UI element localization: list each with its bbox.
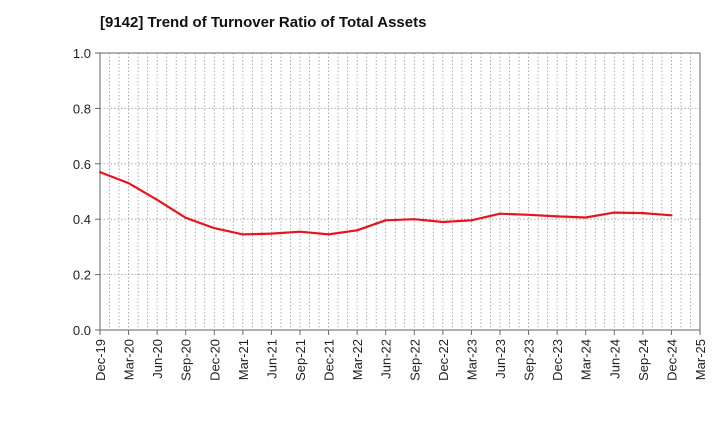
x-tick-label: Dec-19 [93, 339, 108, 381]
x-tick-label: Sep-22 [407, 339, 422, 381]
y-tick-label: 0.8 [73, 101, 91, 116]
x-tick-label: Sep-20 [179, 339, 194, 381]
x-tick-label: Jun-20 [150, 339, 165, 379]
x-tick-label: Jun-22 [379, 339, 394, 379]
x-tick-label: Mar-20 [122, 339, 137, 380]
x-tick-label: Mar-24 [579, 339, 594, 380]
x-tick-label: Jun-21 [264, 339, 279, 379]
x-tick-label: Sep-24 [636, 339, 651, 381]
x-tick-label: Mar-23 [464, 339, 479, 380]
x-tick-label: Mar-25 [693, 339, 708, 380]
x-tick-label: Dec-24 [664, 339, 679, 381]
x-tick-label: Sep-21 [293, 339, 308, 381]
y-tick-label: 1.0 [73, 46, 91, 61]
x-tick-label: Dec-20 [207, 339, 222, 381]
x-tick-label: Jun-23 [493, 339, 508, 379]
x-tick-label: Dec-23 [550, 339, 565, 381]
y-tick-label: 0.0 [73, 323, 91, 338]
x-tick-label: Mar-22 [350, 339, 365, 380]
plot-frame [99, 52, 701, 331]
x-tick-label: Dec-22 [436, 339, 451, 381]
y-tick-label: 0.4 [73, 212, 91, 227]
x-tick-label: Mar-21 [236, 339, 251, 380]
y-tick-label: 0.2 [73, 268, 91, 283]
x-tick-label: Jun-24 [607, 339, 622, 379]
x-tick-label: Sep-23 [522, 339, 537, 381]
series-line [98, 171, 673, 236]
y-tick-label: 0.6 [73, 157, 91, 172]
chart-title: [9142] Trend of Turnover Ratio of Total … [100, 14, 427, 31]
x-tick-label: Dec-21 [322, 339, 337, 381]
